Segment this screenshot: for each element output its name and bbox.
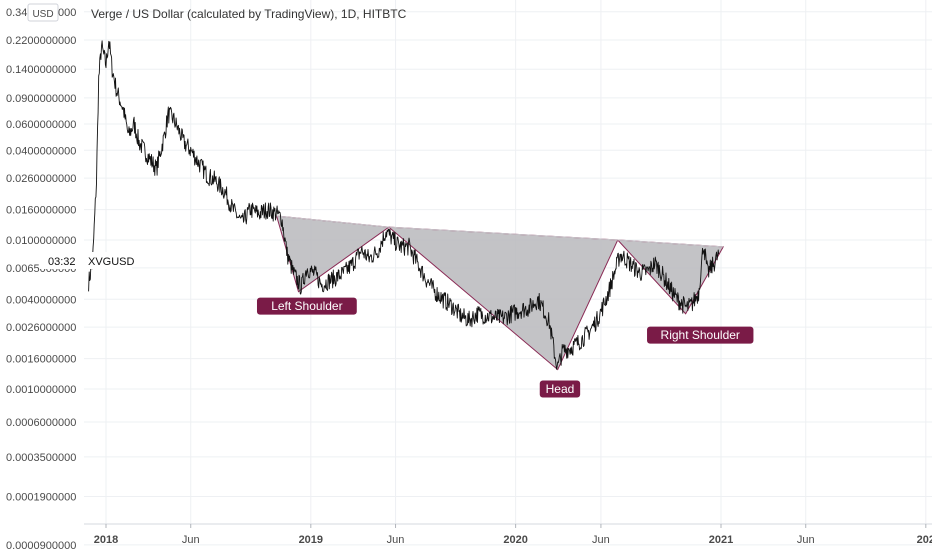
price-series — [88, 40, 720, 370]
unit-badge — [27, 3, 59, 22]
pattern-label: Left Shoulder — [256, 297, 357, 315]
x-tick-label: 2021 — [709, 534, 733, 546]
pattern-label-text: Head — [546, 382, 575, 396]
pattern-label: Right Shoulder — [647, 326, 754, 344]
y-tick-label: 0.0260000000 — [6, 173, 76, 185]
price-axis: 0.34000000000.22000000000.14000000000.09… — [6, 7, 76, 550]
x-tick-label: Jun — [592, 534, 610, 546]
unit-badge-label: USD — [32, 9, 53, 20]
pattern-label-bg — [647, 326, 754, 344]
y-tick-label: 0.0400000000 — [6, 145, 76, 157]
x-tick-label: 2019 — [299, 534, 323, 546]
x-tick-label: Jun — [182, 534, 200, 546]
symbol-tag-bg — [40, 252, 132, 269]
x-tick-label: 2018 — [94, 534, 118, 546]
chart-header: USD Verge / US Dollar (calculated by Tra… — [27, 3, 407, 22]
time-badge: 03:32 — [48, 256, 76, 268]
x-tick-label: Jun — [797, 534, 815, 546]
pattern-triangle — [616, 239, 725, 315]
y-tick-label: 0.0026000000 — [6, 322, 76, 334]
x-tick-label: Jun — [387, 534, 405, 546]
y-tick-label: 0.0900000000 — [6, 93, 76, 105]
time-axis: 2018 Jun 2019 Jun 2020 Jun 2021 Jun 202 — [84, 523, 932, 546]
pattern-label-bg — [539, 380, 581, 398]
pattern-label-text: Left Shoulder — [271, 299, 342, 313]
symbol-label: XVGUSD — [88, 256, 135, 268]
head-and-shoulders-pattern — [275, 215, 725, 371]
x-tick-label: 2020 — [503, 534, 527, 546]
y-tick-label: 0.0100000000 — [6, 235, 76, 247]
y-tick-label: 0.0003500000 — [6, 452, 76, 464]
pattern-annotations: Left Shoulder Head Right Shoulder — [256, 297, 754, 398]
y-tick-label: 0.0160000000 — [6, 205, 76, 217]
y-tick-label: 0.0016000000 — [6, 354, 76, 366]
y-tick-label: 0.0000900000 — [6, 540, 76, 550]
y-tick-label: 0.1400000000 — [6, 64, 76, 76]
pattern-label: Head — [539, 380, 581, 398]
symbol-tag[interactable]: 03:32 XVGUSD — [40, 252, 135, 269]
chart-grid — [84, 0, 932, 546]
pattern-triangle — [387, 226, 619, 371]
y-tick-label: 0.0040000000 — [6, 294, 76, 306]
y-tick-label: 0.0600000000 — [6, 119, 76, 131]
pattern-label-bg — [256, 297, 357, 315]
neckline — [276, 215, 724, 248]
y-tick-label: 0.0010000000 — [6, 384, 76, 396]
y-tick-label: 0.2200000000 — [6, 35, 76, 47]
price-line — [88, 40, 720, 370]
pattern-label-text: Right Shoulder — [661, 328, 740, 342]
chart-title: Verge / US Dollar (calculated by Trading… — [91, 7, 407, 21]
x-tick-label: 202 — [917, 534, 932, 546]
y-tick-label: 0.0001900000 — [6, 491, 76, 503]
y-tick-label: 0.0006000000 — [6, 417, 76, 429]
